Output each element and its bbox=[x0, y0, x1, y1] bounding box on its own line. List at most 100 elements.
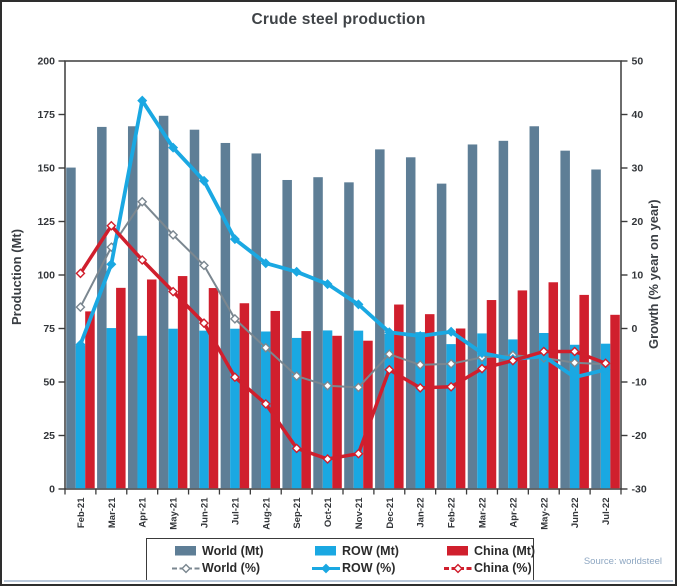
marker-diamond bbox=[75, 302, 86, 313]
marker-diamond bbox=[137, 196, 148, 207]
marker-diamond bbox=[198, 175, 210, 186]
x-tick-label: Aug-21 bbox=[261, 497, 272, 530]
marker-diamond bbox=[260, 258, 271, 269]
legend-label: ROW (Mt) bbox=[342, 543, 399, 558]
x-tick-label: Mar-22 bbox=[478, 498, 489, 529]
marker-diamond bbox=[446, 381, 457, 392]
legend-swatch-icon bbox=[175, 546, 196, 556]
bar bbox=[477, 333, 487, 489]
marker-diamond bbox=[260, 342, 271, 353]
bars-china-mt- bbox=[85, 276, 620, 489]
legend-item-world-mt-: World (Mt) bbox=[171, 544, 311, 558]
bar bbox=[199, 330, 209, 489]
bar bbox=[424, 314, 435, 489]
marker-diamond bbox=[569, 372, 580, 383]
legend-line-icon bbox=[444, 563, 472, 574]
y-right-tick-label: -20 bbox=[632, 430, 647, 442]
y-right-tick-label: -10 bbox=[632, 377, 647, 389]
x-tick-label: Jun-22 bbox=[570, 498, 581, 529]
bar bbox=[539, 332, 549, 489]
bar bbox=[168, 328, 178, 489]
x-tick-label: Jun-21 bbox=[200, 497, 211, 528]
bar bbox=[384, 333, 395, 489]
x-axis: Feb-21 Mar-21 Apr-21 May-21 Jun-21 Jul-21 Aug-… bbox=[64, 489, 622, 530]
legend-item-row-mt-: ROW (Mt) bbox=[311, 544, 443, 558]
bar bbox=[251, 153, 262, 489]
y-left-tick-label: 100 bbox=[37, 270, 55, 282]
bar bbox=[189, 129, 200, 489]
bar bbox=[322, 330, 333, 489]
legend-label: China (%) bbox=[474, 561, 532, 576]
marker-diamond bbox=[199, 260, 209, 271]
x-tick-label: Nov-21 bbox=[354, 497, 365, 529]
marker-diamond bbox=[168, 142, 179, 153]
x-tick-label: Dec-21 bbox=[385, 497, 396, 529]
legend-item-row-: ROW (%) bbox=[311, 561, 443, 575]
bar bbox=[332, 335, 342, 489]
bar bbox=[97, 126, 107, 489]
bar bbox=[486, 300, 497, 489]
y-right-tick-label: 20 bbox=[632, 216, 644, 228]
bar bbox=[313, 177, 323, 489]
y-left-tick-label: 50 bbox=[43, 377, 55, 389]
legend-item-china-: China (%) bbox=[443, 561, 535, 575]
bar bbox=[291, 337, 302, 489]
y-right-tick-label: -30 bbox=[632, 484, 647, 496]
bar bbox=[158, 115, 169, 489]
marker-diamond bbox=[229, 313, 240, 324]
marker-diamond bbox=[353, 448, 364, 459]
legend-item-china-mt-: China (Mt) bbox=[443, 544, 535, 558]
bar bbox=[116, 287, 126, 489]
y-left-tick-label: 25 bbox=[43, 430, 55, 442]
marker-diamond bbox=[75, 339, 86, 350]
marker-diamond bbox=[569, 346, 580, 357]
marker-diamond bbox=[384, 327, 395, 338]
bar bbox=[467, 144, 478, 489]
x-tick-label: Feb-21 bbox=[76, 497, 87, 528]
y-axis-right: -30 -20 -10 0 10 20 30 40 50 bbox=[621, 56, 647, 496]
marker-diamond bbox=[229, 234, 240, 245]
bar bbox=[177, 276, 188, 489]
marker-diamond bbox=[446, 326, 457, 337]
legend-swatch-icon bbox=[447, 546, 468, 556]
bar bbox=[375, 149, 385, 489]
bar bbox=[498, 140, 509, 489]
source-credit: Source: worldsteel bbox=[583, 556, 662, 567]
marker-diamond bbox=[415, 382, 426, 393]
marker-diamond bbox=[353, 299, 364, 310]
bar bbox=[405, 157, 416, 489]
bars-world-mt- bbox=[66, 115, 601, 489]
x-tick-label: Feb-22 bbox=[447, 498, 458, 529]
y-left-tick-label: 150 bbox=[37, 163, 55, 175]
marker-diamond bbox=[291, 266, 302, 277]
bar bbox=[363, 340, 373, 489]
bars-row-mt- bbox=[75, 328, 611, 489]
line-china- bbox=[75, 220, 611, 465]
marker-diamond bbox=[538, 346, 549, 357]
bottom-rule bbox=[4, 580, 673, 582]
bar bbox=[446, 344, 456, 489]
marker-diamond bbox=[291, 371, 302, 382]
marker-diamond bbox=[229, 372, 240, 383]
legend-line-icon bbox=[172, 563, 200, 574]
bar bbox=[529, 126, 540, 489]
x-tick-label: Jul-22 bbox=[601, 498, 612, 525]
bar bbox=[239, 303, 250, 489]
marker-diamond bbox=[446, 358, 457, 369]
bar bbox=[415, 332, 425, 489]
marker-diamond bbox=[168, 286, 179, 297]
bar bbox=[66, 167, 76, 489]
x-tick-label: Apr-22 bbox=[508, 498, 519, 528]
y-left-tick-label: 200 bbox=[37, 56, 55, 68]
bar bbox=[261, 331, 271, 489]
bar bbox=[301, 331, 311, 489]
x-tick-label: Oct-21 bbox=[323, 497, 334, 527]
legend-label: China (Mt) bbox=[474, 543, 536, 558]
bar bbox=[455, 328, 466, 489]
marker-diamond bbox=[106, 259, 117, 270]
marker-diamond bbox=[600, 358, 611, 369]
marker-diamond bbox=[106, 220, 117, 231]
x-tick-label: Sep-21 bbox=[292, 497, 303, 529]
chart-title: Crude steel production bbox=[251, 11, 426, 28]
